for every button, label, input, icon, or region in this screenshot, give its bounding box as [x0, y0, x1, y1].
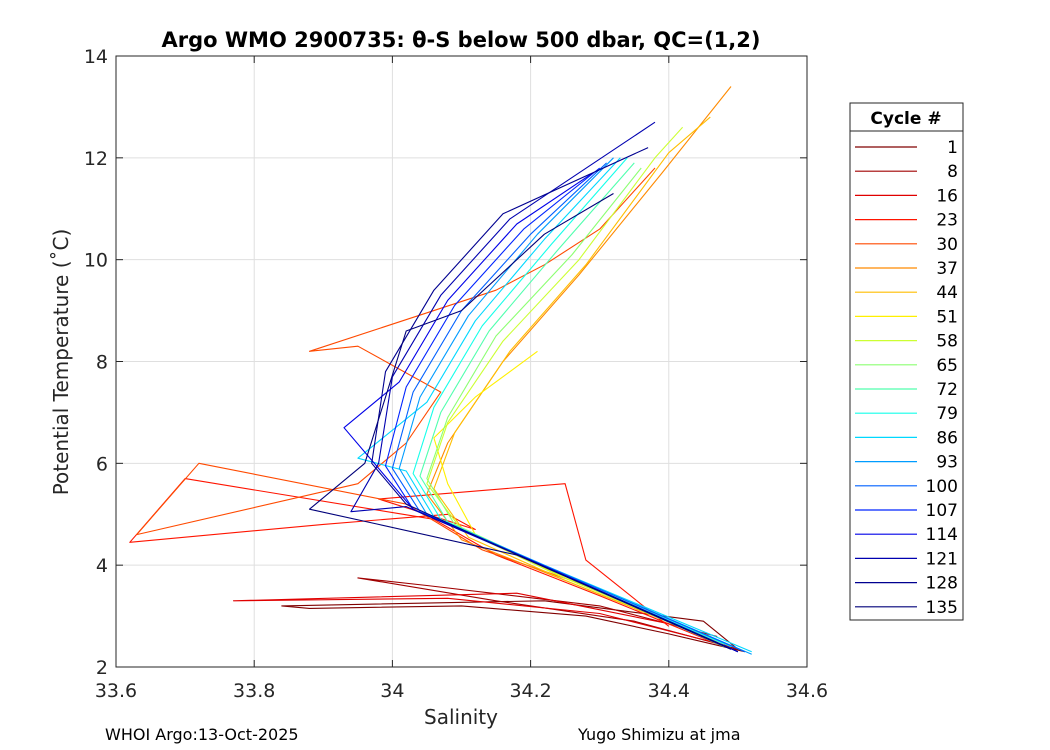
legend-label-8: 8: [947, 162, 958, 182]
series-line-cycle-58: [426, 126, 718, 643]
y-tick-label: 14: [84, 46, 108, 68]
footer-source-date: WHOI Argo:13-Oct-2025: [105, 725, 299, 744]
y-tick-label: 4: [96, 555, 108, 577]
legend-label-51: 51: [936, 307, 958, 327]
legend-label-114: 114: [926, 525, 958, 545]
x-tick-label: 33.6: [95, 680, 137, 702]
legend-label-16: 16: [936, 186, 958, 206]
grid: [116, 56, 807, 667]
y-tick-label: 12: [84, 148, 108, 170]
y-tick-label: 8: [96, 352, 108, 374]
legend-entries: 1 8 16 23 30 37 44 51 58 65 72 79 86 93 100 107 114 121 12…: [855, 138, 958, 618]
legend-label-23: 23: [936, 211, 958, 231]
legend-label-121: 121: [926, 549, 958, 569]
legend-label-128: 128: [926, 574, 958, 594]
series-line-cycle-121: [350, 121, 739, 653]
series-line-cycle-16: [232, 592, 732, 648]
x-axis-label: Salinity: [424, 705, 498, 729]
series-line-cycle-8: [357, 577, 739, 650]
legend-label-93: 93: [936, 453, 958, 473]
legend-label-79: 79: [936, 404, 958, 424]
legend-label-1: 1: [947, 138, 958, 158]
series-group: [129, 86, 752, 655]
legend-label-135: 135: [926, 598, 958, 618]
legend-label-72: 72: [936, 380, 958, 400]
y-tick-label: 6: [96, 453, 108, 475]
legend: Cycle # 1 8 16 23 30 37 44 51 58 65 72 79 86 93 100 107…: [849, 102, 964, 621]
y-tick-label: 2: [96, 657, 108, 679]
footer-author: Yugo Shimizu at jma: [578, 725, 741, 744]
legend-label-86: 86: [936, 428, 958, 448]
legend-label-37: 37: [936, 259, 958, 279]
chart-title: Argo WMO 2900735: θ-S below 500 dbar, QC…: [162, 28, 761, 52]
legend-title: Cycle #: [870, 109, 941, 129]
x-tick-label: 34.4: [648, 680, 690, 702]
legend-label-58: 58: [936, 332, 958, 352]
series-line-cycle-37: [426, 86, 732, 643]
legend-label-44: 44: [936, 283, 958, 303]
y-axis-label: Potential Temperature (˚C): [49, 229, 73, 496]
x-tick-label: 34: [380, 680, 404, 702]
y-tick-label: 10: [84, 250, 108, 272]
series-line-cycle-135: [308, 193, 732, 650]
legend-label-30: 30: [936, 235, 958, 255]
axis-ticks: [115, 55, 808, 668]
x-tick-label: 34.2: [509, 680, 551, 702]
legend-label-65: 65: [936, 356, 958, 376]
legend-label-100: 100: [926, 477, 958, 497]
x-tick-label: 34.6: [786, 680, 828, 702]
y-tick-labels: 2 4 6 8 10 12 14: [84, 46, 108, 679]
x-tick-label: 33.8: [233, 680, 275, 702]
series-line-cycle-44: [433, 116, 718, 643]
legend-label-107: 107: [926, 501, 958, 521]
x-tick-labels: 33.6 33.8 34 34.2 34.4 34.6: [95, 680, 828, 702]
